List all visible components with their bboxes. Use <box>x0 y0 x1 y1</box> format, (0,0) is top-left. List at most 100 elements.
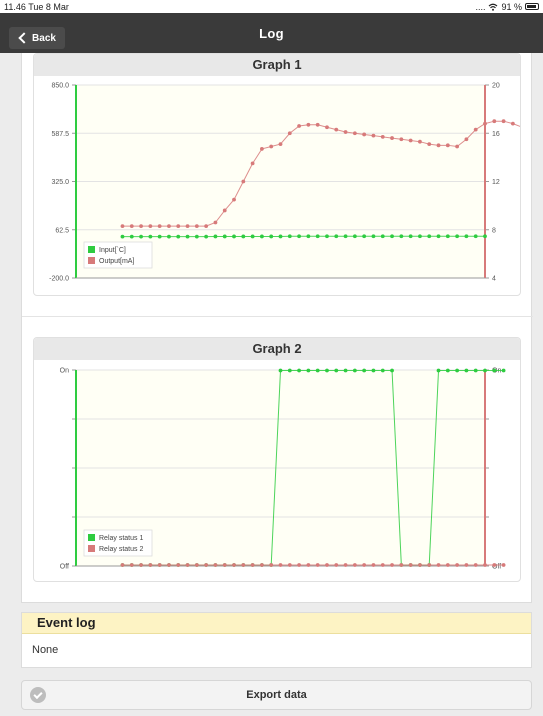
data-point <box>139 234 143 239</box>
data-point <box>325 234 329 239</box>
battery-icon <box>525 3 539 10</box>
left-tick-label: 62.5 <box>55 227 69 234</box>
graph1-chart[interactable]: 850.0 587.5 325.0 62.5 -200.0 20 16 12 8 4 Input[`… <box>34 76 520 295</box>
data-point <box>176 224 181 229</box>
data-point <box>501 368 506 373</box>
data-point <box>278 142 283 147</box>
data-point <box>399 137 404 142</box>
data-point <box>204 224 209 229</box>
data-point <box>483 121 487 126</box>
data-point <box>362 132 367 137</box>
data-point <box>148 563 153 567</box>
data-point <box>315 234 320 239</box>
status-time-date: 11.46 Tue 8 Mar <box>4 2 69 12</box>
data-point <box>427 563 432 567</box>
data-point <box>362 563 367 567</box>
data-point <box>269 144 274 149</box>
data-point <box>148 234 153 239</box>
event-log-card: Event log None <box>21 612 532 668</box>
data-point <box>204 234 209 239</box>
right-tick-label: 12 <box>492 179 500 186</box>
data-point <box>213 220 218 225</box>
data-point <box>297 124 301 128</box>
data-point <box>120 234 125 239</box>
section-divider <box>22 316 533 317</box>
data-point <box>455 234 460 239</box>
battery-percent: 91 % <box>501 1 522 12</box>
data-point <box>213 563 218 567</box>
data-point <box>269 234 274 239</box>
data-point <box>380 134 385 139</box>
data-point <box>241 563 246 567</box>
data-point <box>492 563 497 567</box>
data-point <box>390 234 394 239</box>
data-point <box>287 234 292 239</box>
data-point <box>176 563 181 567</box>
data-point <box>380 368 385 373</box>
data-point <box>473 563 478 567</box>
data-point <box>232 563 236 567</box>
right-tick-label: 4 <box>492 276 496 283</box>
data-point <box>501 563 506 567</box>
legend <box>83 529 153 557</box>
export-data-button[interactable]: Export data <box>21 680 532 710</box>
data-point <box>455 144 460 149</box>
data-point <box>445 368 450 373</box>
left-tick-label: 850.0 <box>51 83 69 90</box>
wifi-icon <box>489 3 498 11</box>
data-point <box>260 147 264 151</box>
left-tick-label: On <box>60 368 69 375</box>
data-point <box>157 234 162 239</box>
data-point <box>352 131 357 136</box>
data-point <box>278 234 283 239</box>
data-point <box>483 368 487 373</box>
data-point <box>278 563 283 567</box>
data-point <box>501 119 506 124</box>
legend-swatch <box>88 246 95 253</box>
data-point <box>297 563 301 567</box>
data-point <box>492 119 497 124</box>
data-point <box>483 563 487 567</box>
status-bar: 11.46 Tue 8 Mar .... 91 % <box>0 0 543 13</box>
data-point <box>260 563 264 567</box>
data-point <box>427 142 432 147</box>
data-point <box>390 368 394 373</box>
right-tick-label: 8 <box>492 227 496 234</box>
graph2-title: Graph 2 <box>34 338 520 360</box>
data-point <box>139 224 143 229</box>
data-point <box>306 122 311 127</box>
status-indicators: .... 91 % <box>475 2 539 12</box>
data-point <box>194 224 199 229</box>
data-point <box>176 234 181 239</box>
data-point <box>241 234 246 239</box>
data-point <box>120 224 125 229</box>
data-point <box>362 368 367 373</box>
data-point <box>343 234 348 239</box>
nav-bar: Back Log <box>0 13 543 53</box>
data-point <box>250 234 255 239</box>
page-title: Log <box>259 25 284 41</box>
data-point <box>380 563 385 567</box>
data-point <box>167 234 171 239</box>
legend-label: Input[`C] <box>99 247 126 254</box>
chevron-left-icon <box>18 32 30 44</box>
data-point <box>464 563 469 567</box>
back-button[interactable]: Back <box>9 27 65 49</box>
right-tick-label: 16 <box>492 131 500 138</box>
signal-dots: .... <box>475 1 486 12</box>
data-point <box>436 143 441 148</box>
data-point <box>148 224 153 229</box>
data-point <box>473 234 478 239</box>
data-point <box>390 563 394 567</box>
data-point <box>334 234 339 239</box>
legend <box>83 241 153 269</box>
data-point <box>464 137 469 142</box>
status-date: Tue 8 Mar <box>28 1 69 12</box>
series-line-2 <box>122 120 520 227</box>
left-tick-label: Off <box>60 564 69 571</box>
data-point <box>445 234 450 239</box>
right-tick-label: 20 <box>492 83 500 90</box>
data-point <box>157 224 162 229</box>
data-point <box>185 224 190 229</box>
